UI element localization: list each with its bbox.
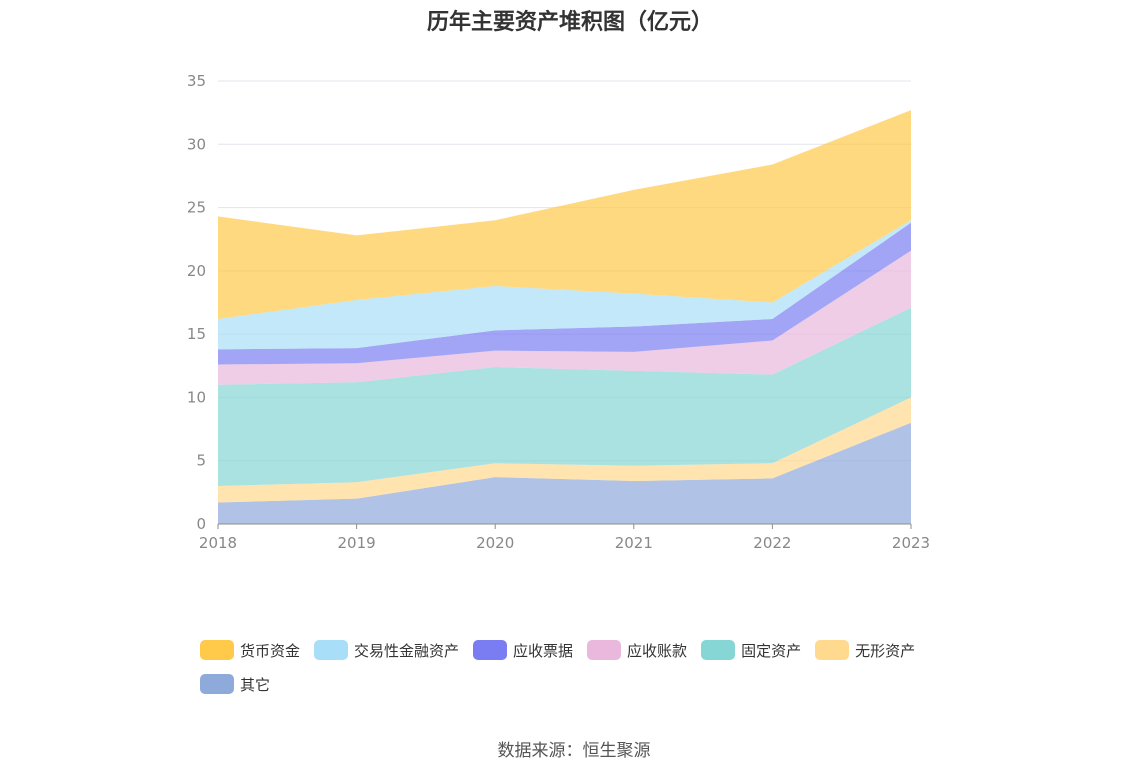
legend-item[interactable]: 其它 xyxy=(200,672,270,696)
legend-item[interactable]: 交易性金融资产 xyxy=(314,638,459,662)
legend-item[interactable]: 应收账款 xyxy=(587,638,687,662)
y-tick-label: 10 xyxy=(187,388,206,406)
legend-swatch xyxy=(473,640,508,660)
legend-swatch xyxy=(815,640,850,660)
area-无形资产 xyxy=(218,397,911,503)
legend-label: 应收票据 xyxy=(513,641,574,660)
y-tick-label: 20 xyxy=(187,262,206,280)
legend-swatch xyxy=(587,640,622,660)
legend-swatch xyxy=(200,640,234,660)
legend: 货币资金 交易性金融资产 应收票据 应收账款 固定资产 无形资产其它 xyxy=(200,638,980,696)
y-tick-label: 15 xyxy=(187,325,206,343)
y-tick-label: 25 xyxy=(187,199,206,217)
x-tick-label: 2021 xyxy=(615,534,653,552)
area-固定资产 xyxy=(218,307,911,487)
x-tick-label: 2022 xyxy=(753,534,791,552)
y-tick-label: 35 xyxy=(187,72,206,90)
legend-label: 交易性金融资产 xyxy=(354,641,460,660)
axes: 0 5 10 15 20 25 30 35 2018 2019 2020 2021 2022 2023 xyxy=(187,72,930,552)
area-货币资金 xyxy=(218,110,911,319)
legend-label: 应收账款 xyxy=(627,641,688,660)
area-series xyxy=(218,110,911,524)
x-tick-label: 2020 xyxy=(476,534,514,552)
chart-title: 历年主要资产堆积图（亿元） xyxy=(426,10,713,35)
legend-item[interactable]: 固定资产 xyxy=(701,638,801,662)
legend-item[interactable]: 无形资产 xyxy=(815,638,915,662)
x-tick-label: 2018 xyxy=(199,534,237,552)
legend-item[interactable]: 货币资金 xyxy=(200,638,300,662)
area-交易性金融资产 xyxy=(218,220,911,350)
y-tick-label: 30 xyxy=(187,135,206,153)
legend-label: 无形资产 xyxy=(855,641,916,660)
legend-label: 其它 xyxy=(240,675,271,694)
legend-swatch xyxy=(701,640,736,660)
x-tick-label: 2023 xyxy=(892,534,930,552)
area-应收账款 xyxy=(218,250,911,385)
x-tick-label: 2019 xyxy=(338,534,376,552)
data-source: 数据来源：恒生聚源 xyxy=(497,741,651,761)
legend-swatch xyxy=(200,674,234,694)
stacked-area-chart: 0 5 10 15 20 25 30 35 2018 2019 2020 2021 2022 2023 xyxy=(187,72,930,552)
legend-item[interactable]: 应收票据 xyxy=(473,638,573,662)
area-其它 xyxy=(218,422,911,524)
legend-label: 货币资金 xyxy=(240,641,301,660)
legend-label: 固定资产 xyxy=(741,641,802,660)
area-应收票据 xyxy=(218,222,911,365)
y-tick-label: 5 xyxy=(196,452,206,470)
legend-swatch xyxy=(314,640,349,660)
y-tick-label: 0 xyxy=(196,515,206,533)
